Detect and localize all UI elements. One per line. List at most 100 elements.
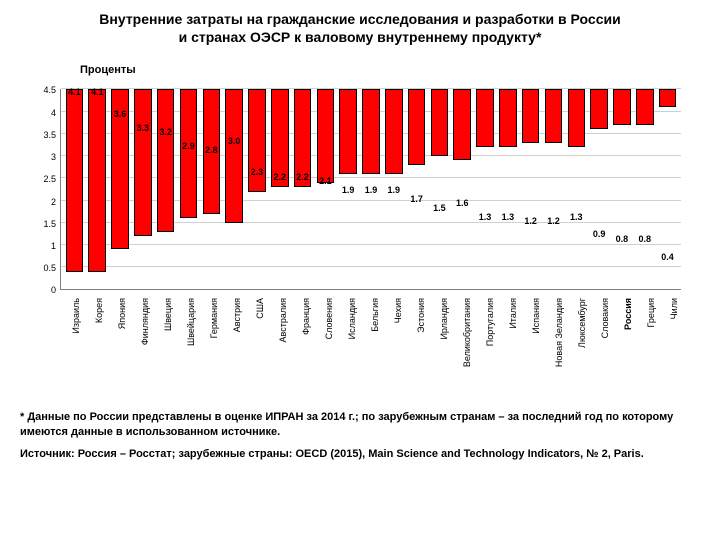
bar-slot: 2.9 <box>177 89 200 289</box>
bar-value-label: 1.3 <box>479 212 492 222</box>
y-tick: 3.5 <box>30 130 56 140</box>
x-label-slot: Великобритания <box>450 294 473 360</box>
bar-value-label: 0.8 <box>638 234 651 244</box>
bar-slot: 1.2 <box>519 89 542 289</box>
x-label-slot: Испания <box>519 294 542 360</box>
x-label-slot: Япония <box>106 294 129 360</box>
bar-slot: 1.9 <box>382 89 405 289</box>
x-tick-label: Чили <box>669 298 679 319</box>
bar-slot: 2.2 <box>291 89 314 289</box>
bar <box>225 89 243 222</box>
bar-slot: 3.6 <box>109 89 132 289</box>
bar-value-label: 3.6 <box>114 109 127 119</box>
bar <box>362 89 380 173</box>
y-tick: 0 <box>30 285 56 295</box>
bar <box>568 89 586 147</box>
bar-value-label: 2.1 <box>319 176 332 186</box>
x-tick-label: Франция <box>301 298 311 335</box>
bar-value-label: 3.2 <box>159 127 172 137</box>
y-tick: 1.5 <box>30 219 56 229</box>
bar-value-label: 3.3 <box>137 123 150 133</box>
x-tick-label: Германия <box>209 298 219 338</box>
bar-value-label: 4.1 <box>68 87 81 97</box>
y-tick: 4.5 <box>30 85 56 95</box>
bar <box>385 89 403 173</box>
bar-value-label: 2.8 <box>205 145 218 155</box>
x-tick-label: Ирландия <box>439 298 449 340</box>
bar <box>590 89 608 129</box>
x-label-slot: Исландия <box>336 294 359 360</box>
x-label-slot: Корея <box>83 294 106 360</box>
bar-slot: 1.7 <box>405 89 428 289</box>
bar-slot: 1.6 <box>451 89 474 289</box>
x-label-slot: Австрия <box>221 294 244 360</box>
chart-area: 00.511.522.533.544.5 4.14.13.63.33.22.92… <box>30 80 690 360</box>
x-tick-label: Австрия <box>232 298 242 332</box>
x-tick-label: Корея <box>94 298 104 323</box>
bar <box>66 89 84 271</box>
y-tick: 3 <box>30 152 56 162</box>
bar <box>636 89 654 125</box>
bar-slot: 4.1 <box>86 89 109 289</box>
y-tick: 2 <box>30 197 56 207</box>
x-tick-label: Великобритания <box>462 298 472 367</box>
chart-title: Внутренние затраты на гражданские исслед… <box>20 10 700 46</box>
x-tick-label: Япония <box>117 298 127 329</box>
bar-value-label: 1.5 <box>433 203 446 213</box>
bar-slot: 1.3 <box>565 89 588 289</box>
bar-slot: 1.5 <box>428 89 451 289</box>
bar-slot: 2.8 <box>200 89 223 289</box>
bar-slot: 0.8 <box>611 89 634 289</box>
bar <box>453 89 471 160</box>
x-label-slot: Люксембург <box>565 294 588 360</box>
x-tick-label: Израиль <box>71 298 81 334</box>
x-label-slot: Бельгия <box>359 294 382 360</box>
bar-value-label: 2.9 <box>182 141 195 151</box>
y-tick: 4 <box>30 108 56 118</box>
bar-slot: 4.1 <box>63 89 86 289</box>
bar <box>613 89 631 125</box>
bar-value-label: 4.1 <box>91 87 104 97</box>
bar <box>545 89 563 142</box>
bar-value-label: 1.6 <box>456 198 469 208</box>
bar <box>431 89 449 156</box>
plot-area: 4.14.13.63.33.22.92.83.02.32.22.22.11.91… <box>60 89 681 290</box>
x-label-slot: Словения <box>313 294 336 360</box>
x-tick-label: США <box>255 298 265 319</box>
y-tick: 2.5 <box>30 174 56 184</box>
bar-value-label: 1.3 <box>570 212 583 222</box>
x-tick-label: Россия <box>623 298 633 330</box>
bar-slot: 0.4 <box>656 89 679 289</box>
bar-slot: 3.3 <box>131 89 154 289</box>
x-label-slot: Новая Зеландия <box>542 294 565 360</box>
bar-slot: 0.9 <box>588 89 611 289</box>
x-tick-label: Эстония <box>416 298 426 333</box>
bars-group: 4.14.13.63.33.22.92.83.02.32.22.22.11.91… <box>61 89 681 289</box>
x-tick-label: Словакия <box>600 298 610 338</box>
x-label-slot: Австралия <box>267 294 290 360</box>
x-label-slot: США <box>244 294 267 360</box>
x-label-slot: Чехия <box>382 294 405 360</box>
x-label-slot: Финляндия <box>129 294 152 360</box>
bar-slot: 3.0 <box>223 89 246 289</box>
x-label-slot: Греция <box>634 294 657 360</box>
x-label-slot: Италия <box>496 294 519 360</box>
title-line-2: и странах ОЭСР к валовому внутреннему пр… <box>179 29 542 45</box>
bar <box>317 89 335 182</box>
x-label-slot: Швейцария <box>175 294 198 360</box>
x-label-slot: Израиль <box>60 294 83 360</box>
x-tick-label: Бельгия <box>370 298 380 332</box>
x-label-slot: Словакия <box>588 294 611 360</box>
bar <box>522 89 540 142</box>
y-axis-label: Проценты <box>80 64 700 76</box>
bar-slot: 2.2 <box>268 89 291 289</box>
x-tick-label: Новая Зеландия <box>554 298 564 367</box>
source-text: Источник: Россия – Росстат; зарубежные с… <box>20 447 700 461</box>
bar-value-label: 0.9 <box>593 229 606 239</box>
bar-value-label: 2.2 <box>296 172 309 182</box>
bar <box>659 89 677 107</box>
x-label-slot: Эстония <box>405 294 428 360</box>
title-line-1: Внутренние затраты на гражданские исслед… <box>99 11 620 27</box>
bar-slot: 3.2 <box>154 89 177 289</box>
bar-value-label: 2.2 <box>273 172 286 182</box>
